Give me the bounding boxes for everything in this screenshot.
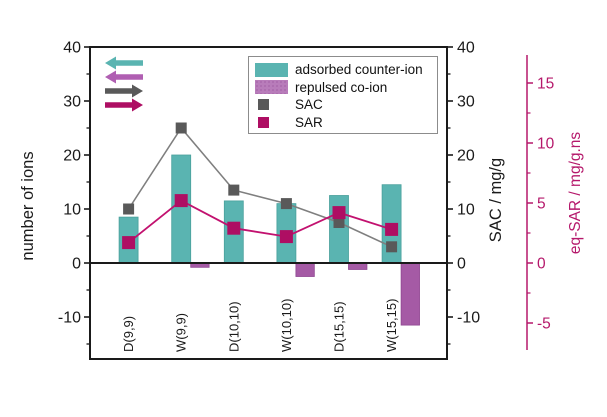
sac-marker bbox=[123, 203, 135, 215]
x-category-label: W(15,15) bbox=[384, 299, 399, 352]
sac-marker bbox=[228, 184, 240, 196]
legend-label-sar: SAR bbox=[295, 114, 323, 130]
co-ion-swatch-icon bbox=[255, 80, 288, 95]
legend-entry-counter-ion: adsorbed counter-ion bbox=[255, 61, 431, 78]
plot-frame bbox=[89, 46, 448, 360]
sac-marker bbox=[333, 217, 345, 228]
sar-marker bbox=[279, 230, 293, 244]
left-axis-title: number of ions bbox=[19, 151, 37, 260]
left-axis-tick-label: 20 bbox=[63, 148, 81, 165]
sac-axis-tick-label: 30 bbox=[457, 94, 475, 111]
sac-axis-tick-label: 0 bbox=[457, 256, 466, 273]
sac-axis-tick-label: -10 bbox=[457, 310, 480, 327]
x-category-label: W(10,10) bbox=[279, 299, 294, 352]
counter-ion-bar bbox=[171, 154, 192, 264]
x-category-label: D(10,10) bbox=[226, 301, 241, 352]
left-axis-tick-label: 40 bbox=[63, 40, 81, 57]
left-axis-tick-label: 0 bbox=[72, 256, 81, 273]
counter-ion-bar bbox=[329, 195, 349, 264]
sar-marker bbox=[332, 206, 346, 220]
sac-marker-icon bbox=[258, 99, 269, 111]
legend: adsorbed counter-ion repulsed co-ion SAC… bbox=[248, 56, 438, 134]
sac-axis-tick-label: 20 bbox=[457, 148, 475, 165]
counter-ion-swatch-icon bbox=[255, 62, 288, 77]
sac-marker bbox=[280, 198, 292, 210]
legend-entry-sac: SAC bbox=[255, 96, 431, 113]
sar-eq-axis-tick-label: 0 bbox=[537, 256, 546, 273]
sac-line bbox=[127, 126, 392, 248]
sac-axis-title: SAC / mg/g bbox=[487, 158, 505, 242]
legend-label-co-ion: repulsed co-ion bbox=[295, 79, 388, 95]
legend-label-sac: SAC bbox=[295, 97, 323, 113]
sar-eq-axis-tick-label: 10 bbox=[537, 136, 555, 153]
legend-entry-co-ion: repulsed co-ion bbox=[255, 79, 431, 96]
sar-marker-icon bbox=[258, 116, 269, 128]
sac-right-axis-arrow-icon bbox=[105, 84, 143, 98]
x-category-label: W(9,9) bbox=[174, 313, 189, 352]
sac-axis-tick-label: 40 bbox=[457, 40, 475, 57]
sar-right-axis-arrow-icon bbox=[105, 98, 143, 112]
left-axis-tick-label: 10 bbox=[63, 202, 81, 219]
left-axis-tick-label: 30 bbox=[63, 94, 81, 111]
co-ion-bar bbox=[400, 262, 420, 326]
sar-marker bbox=[385, 222, 399, 236]
sar-eq-axis-tick-label: 15 bbox=[537, 76, 554, 93]
sar-marker bbox=[174, 194, 188, 208]
co-ion-left-axis-arrow-icon bbox=[105, 70, 143, 84]
sar-marker bbox=[227, 221, 241, 235]
sar-eq-axis-tick-label: -5 bbox=[537, 316, 551, 333]
sac-marker bbox=[175, 122, 187, 134]
co-ion-bar bbox=[295, 262, 315, 277]
sar-axis-title: eq-SAR / mg/g.ns bbox=[567, 132, 584, 255]
x-category-label: D(9,9) bbox=[121, 316, 136, 352]
sac-axis-tick-label: 10 bbox=[457, 202, 475, 219]
counter-ion-left-axis-arrow-icon bbox=[105, 56, 143, 70]
sac-marker bbox=[386, 241, 398, 253]
legend-label-counter-ion: adsorbed counter-ion bbox=[295, 62, 423, 78]
sar-line bbox=[128, 199, 392, 244]
sar-marker bbox=[122, 236, 136, 250]
x-category-label: D(15,15) bbox=[332, 301, 347, 352]
left-axis-tick-label: -10 bbox=[58, 310, 81, 327]
sar-eq-axis-tick-label: 5 bbox=[537, 196, 546, 213]
legend-entry-sar: SAR bbox=[255, 114, 431, 131]
